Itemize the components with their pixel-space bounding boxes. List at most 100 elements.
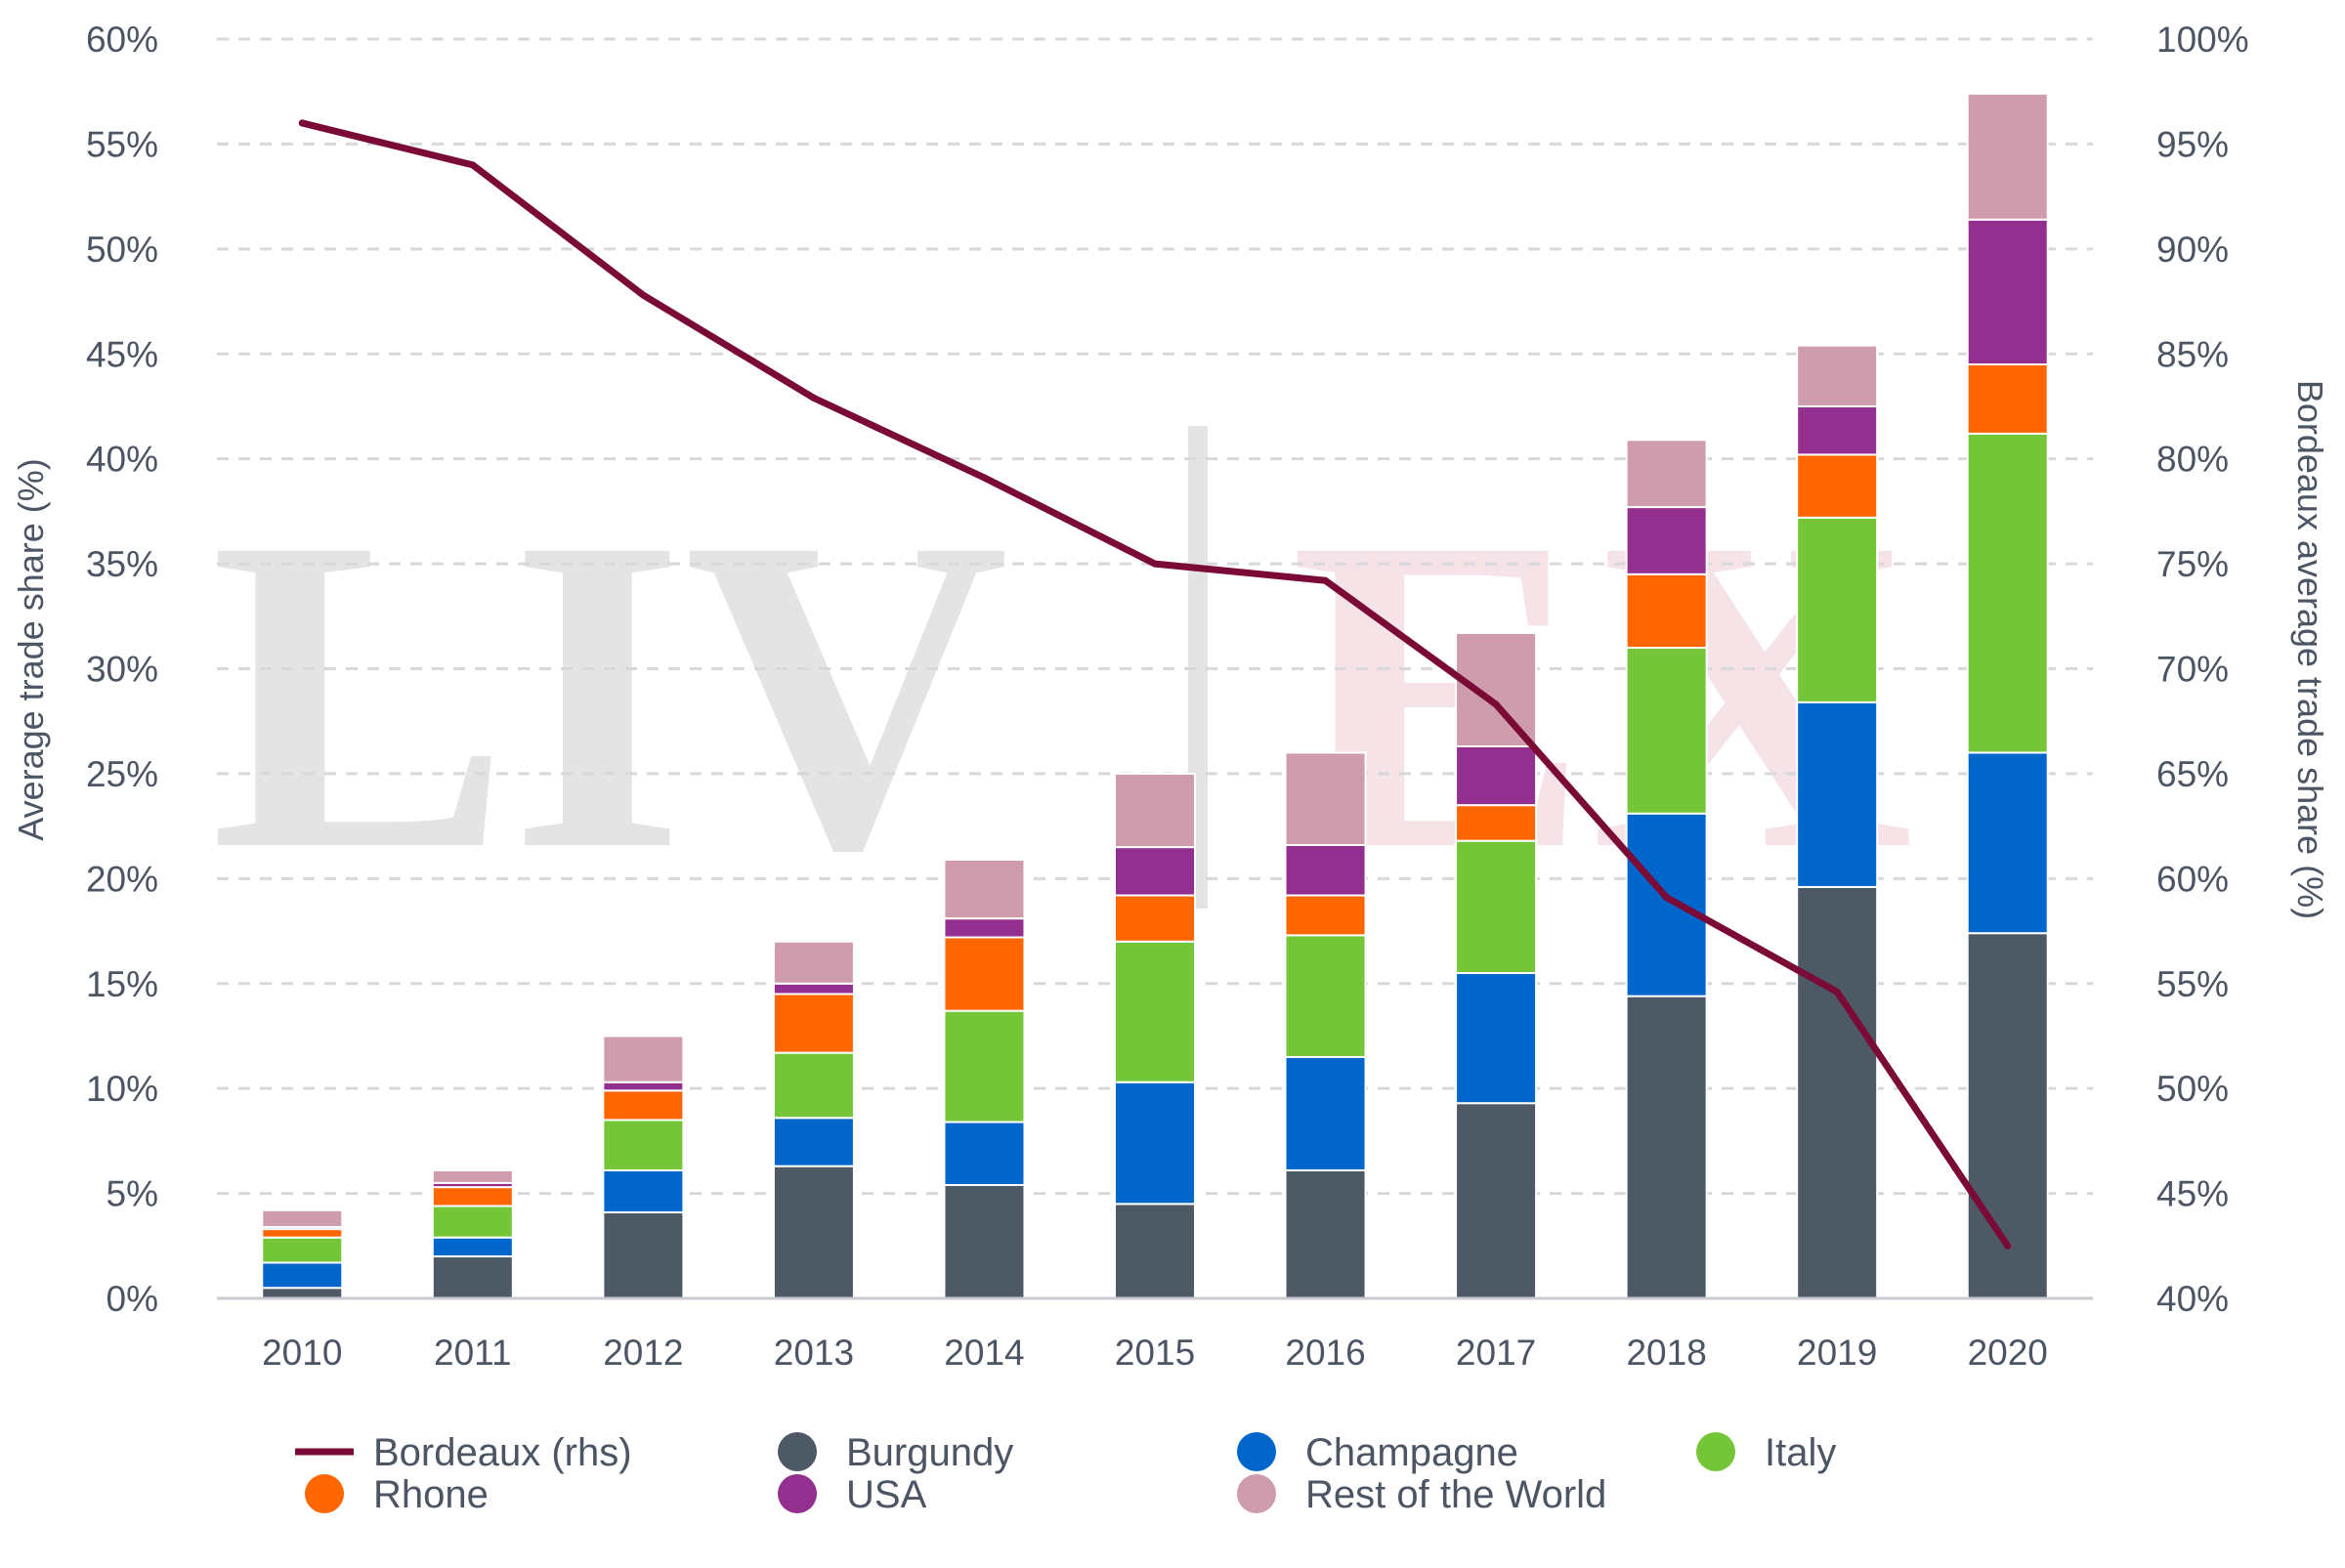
bar-segment-rest-of-the-world — [261, 1208, 344, 1228]
x-tick-label: 2015 — [1115, 1333, 1195, 1373]
bordeaux-point — [639, 291, 647, 299]
right-axis-title: Bordeaux average trade share (%) — [2290, 380, 2330, 919]
bordeaux-point — [2004, 1242, 2012, 1250]
legend-label: Italy — [1765, 1431, 1836, 1474]
x-tick-label: 2010 — [262, 1333, 342, 1373]
left-tick-label: 20% — [86, 859, 158, 899]
right-tick-label: 90% — [2156, 230, 2229, 270]
legend-label: USA — [846, 1473, 927, 1516]
bar-segment-rhone — [1114, 894, 1196, 943]
bar-segment-italy — [261, 1236, 344, 1264]
bar-segment-champagne — [1455, 972, 1538, 1105]
bar-segment-italy — [1966, 432, 2049, 754]
bar-segment-italy — [772, 1051, 855, 1120]
right-tick-label: 55% — [2156, 964, 2229, 1004]
bar-segment-champagne — [431, 1236, 514, 1258]
right-tick-label: 75% — [2156, 544, 2229, 584]
bar-segment-burgundy — [1114, 1203, 1196, 1299]
legend-swatch-circle — [1237, 1474, 1276, 1513]
bar-segment-champagne — [1114, 1081, 1196, 1206]
left-tick-label: 15% — [86, 964, 158, 1004]
bar-segment-rest-of-the-world — [943, 858, 1026, 920]
left-tick-label: 50% — [86, 230, 158, 270]
right-tick-label: 100% — [2156, 20, 2249, 60]
bordeaux-line-layer — [298, 119, 2012, 1250]
legend-swatch-circle — [1237, 1432, 1276, 1471]
bar-segment-rest-of-the-world — [1455, 631, 1538, 747]
right-axis-ticks: 40% 45% 50% 55% 60% 65% 70% 75% 80% 85% 90% 95% 100% — [2156, 20, 2249, 1319]
bordeaux-point — [1322, 576, 1330, 584]
x-tick-label: 2016 — [1285, 1333, 1365, 1373]
bar-segment-burgundy — [772, 1165, 855, 1300]
bar-segment-usa — [1966, 218, 2049, 365]
legend-label: Rhone — [373, 1473, 489, 1516]
right-tick-label: 45% — [2156, 1174, 2229, 1214]
bar-segment-champagne — [261, 1261, 344, 1290]
legend-item-rhone: Rhone — [305, 1473, 489, 1516]
legend-swatch-circle — [778, 1474, 817, 1513]
bar-segment-burgundy — [1796, 885, 1879, 1300]
bar-segment-usa — [772, 982, 855, 996]
bar-segment-usa — [1455, 744, 1538, 807]
x-tick-label: 2018 — [1626, 1333, 1706, 1373]
bar-segment-champagne — [1284, 1055, 1367, 1171]
left-tick-label: 30% — [86, 650, 158, 690]
x-tick-label: 2020 — [1968, 1333, 2048, 1373]
x-tick-label: 2011 — [434, 1333, 512, 1373]
legend-label: Bordeaux (rhs) — [373, 1431, 632, 1474]
bar-segment-rhone — [431, 1186, 514, 1208]
bar-segment-rhone — [943, 936, 1026, 1012]
x-tick-label: 2012 — [603, 1333, 683, 1373]
bar-segment-rest-of-the-world — [602, 1035, 685, 1083]
left-tick-label: 10% — [86, 1069, 158, 1109]
bar-segment-italy — [943, 1009, 1026, 1123]
right-tick-label: 70% — [2156, 650, 2229, 690]
bar-segment-usa — [1796, 404, 1879, 456]
left-axis-title: Average trade share (%) — [11, 458, 51, 841]
bar-segment-champagne — [772, 1117, 855, 1167]
legend-item-italy: Italy — [1696, 1431, 1836, 1474]
bordeaux-point — [1492, 700, 1500, 708]
left-tick-label: 35% — [86, 544, 158, 584]
bar-segment-champagne — [943, 1121, 1026, 1186]
bar-segment-burgundy — [1284, 1168, 1367, 1299]
watermark: LIV EX — [210, 426, 1914, 943]
legend-item-burgundy: Burgundy — [778, 1431, 1013, 1474]
left-tick-label: 25% — [86, 754, 158, 794]
left-axis-ticks: 0% 5% 10% 15% 20% 25% 30% 35% 40% 45% 50% 55% 60% — [86, 20, 158, 1319]
right-tick-label: 85% — [2156, 334, 2229, 374]
bar-segment-rest-of-the-world — [1796, 344, 1879, 407]
bar-segment-usa — [943, 917, 1026, 939]
x-tick-label: 2013 — [774, 1333, 854, 1373]
x-tick-label: 2014 — [944, 1333, 1024, 1373]
legend-label: Rest of the World — [1305, 1473, 1606, 1516]
left-tick-label: 45% — [86, 334, 158, 374]
bar-segment-usa — [602, 1081, 685, 1092]
bar-segment-italy — [1796, 516, 1879, 703]
bordeaux-point — [469, 161, 477, 169]
legend-swatch-circle — [305, 1474, 344, 1513]
bar-segment-usa — [1114, 846, 1196, 897]
bar-segment-burgundy — [261, 1287, 344, 1299]
legend-item-bordeaux-rhs-: Bordeaux (rhs) — [295, 1431, 632, 1474]
legend-label: Burgundy — [846, 1431, 1013, 1474]
right-tick-label: 50% — [2156, 1069, 2229, 1109]
bar-segment-italy — [431, 1205, 514, 1239]
bar-segment-usa — [1284, 843, 1367, 897]
bar-segment-rhone — [1966, 362, 2049, 435]
bar-segment-burgundy — [943, 1183, 1026, 1299]
bar-segment-champagne — [602, 1168, 685, 1213]
x-tick-label: 2017 — [1456, 1333, 1536, 1373]
left-tick-label: 60% — [86, 20, 158, 60]
bordeaux-point — [298, 119, 306, 127]
watermark-left-text: LIV — [210, 445, 1009, 943]
bar-segment-rhone — [1625, 572, 1708, 650]
bar-segment-italy — [602, 1119, 685, 1171]
bar-segment-champagne — [1625, 812, 1708, 997]
bordeaux-point — [1663, 894, 1671, 902]
legend-item-rest-of-the-world: Rest of the World — [1237, 1473, 1606, 1516]
legend-swatch-circle — [778, 1432, 817, 1471]
bar-segment-champagne — [1966, 751, 2049, 935]
